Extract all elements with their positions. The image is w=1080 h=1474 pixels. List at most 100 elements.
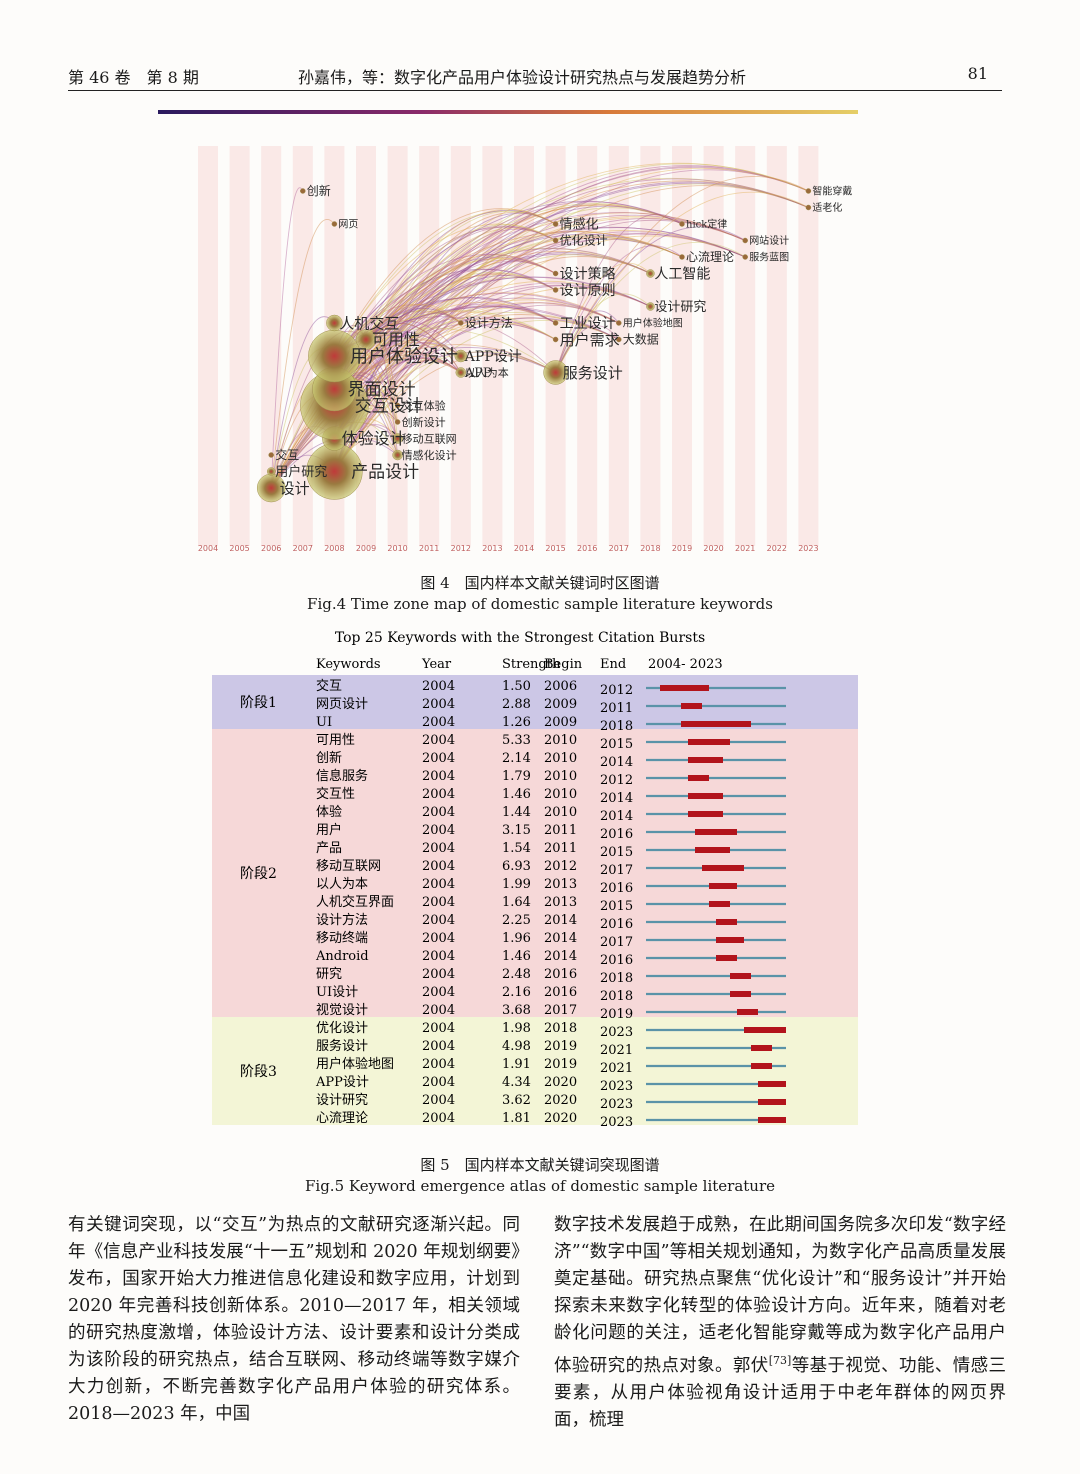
burst-cell: 2023 xyxy=(600,1079,633,1094)
burst-cell: 1.46 xyxy=(502,949,531,964)
co-occurrence-link xyxy=(270,219,335,489)
burst-cell: UI xyxy=(316,715,332,730)
year-stripe xyxy=(261,146,282,546)
keyword-node xyxy=(742,254,748,260)
burst-cell: 创新 xyxy=(316,750,342,766)
co-occurrence-link xyxy=(334,273,556,406)
burst-cell: 4.34 xyxy=(502,1075,531,1090)
year-tick-label: 2016 xyxy=(577,544,597,553)
co-occurrence-link xyxy=(334,303,556,406)
co-occurrence-link xyxy=(334,180,809,390)
running-title: 孙嘉伟，等：数字化产品用户体验设计研究热点与发展趋势分析 xyxy=(298,68,747,87)
co-occurrence-link xyxy=(334,268,556,357)
co-occurrence-link xyxy=(334,320,620,472)
co-occurrence-link xyxy=(334,285,651,439)
burst-cell: 1.64 xyxy=(502,895,531,910)
burst-cell: 3.62 xyxy=(502,1093,531,1108)
co-occurrence-link xyxy=(334,223,556,357)
keyword-node xyxy=(455,367,467,378)
keyword-label: 优化设计 xyxy=(560,234,608,248)
burst-cell: 2004 xyxy=(422,841,455,856)
year-stripe xyxy=(450,146,471,546)
keyword-node xyxy=(742,237,748,244)
co-occurrence-link xyxy=(334,231,683,357)
co-occurrence-link xyxy=(555,176,809,373)
year-tick-label: 2023 xyxy=(798,544,818,553)
burst-cell: UI设计 xyxy=(316,985,358,1000)
co-occurrence-link xyxy=(334,211,746,357)
co-occurrence-link xyxy=(334,314,620,406)
burst-cell: 2014 xyxy=(544,931,577,946)
keyword-label: 网站设计 xyxy=(749,234,789,247)
year-tick-label: 2019 xyxy=(672,544,692,553)
year-stripe xyxy=(703,146,724,546)
year-tick-label: 2015 xyxy=(545,544,565,553)
burst-cell: 2009 xyxy=(544,715,577,730)
year-stripe xyxy=(292,146,313,546)
co-occurrence-link xyxy=(365,178,809,340)
burst-cell: 1.81 xyxy=(502,1111,531,1126)
burst-cell: 2017 xyxy=(544,1003,577,1018)
burst-cell: 视觉设计 xyxy=(316,1003,368,1018)
burst-cell: 优化设计 xyxy=(316,1021,368,1036)
co-occurrence-link xyxy=(334,233,746,439)
burst-cell: 1.46 xyxy=(502,787,531,802)
burst-cell: 2019 xyxy=(544,1057,577,1072)
burst-cell: 信息服务 xyxy=(316,768,368,784)
co-occurrence-link xyxy=(555,245,683,373)
keyword-node xyxy=(268,452,274,458)
co-occurrence-link xyxy=(334,177,809,357)
burst-bar xyxy=(709,901,730,907)
co-occurrence-link xyxy=(555,213,683,373)
co-occurrence-link xyxy=(365,254,556,340)
co-occurrence-link xyxy=(334,185,809,472)
year-stripe xyxy=(640,146,661,546)
burst-cell: 2012 xyxy=(600,773,633,788)
keyword-label: 情感化设计 xyxy=(402,448,457,462)
co-occurrence-link xyxy=(334,311,620,390)
burst-cell: 2012 xyxy=(544,859,577,874)
keyword-node xyxy=(805,204,812,211)
year-tick-label: 2010 xyxy=(387,544,407,553)
year-stripe xyxy=(735,146,756,546)
co-occurrence-link xyxy=(334,204,683,406)
co-occurrence-link xyxy=(365,323,462,373)
keyword-label: 产品设计 xyxy=(351,462,419,482)
column-header: Keywords xyxy=(316,657,381,672)
burst-cell: 2004 xyxy=(422,715,455,730)
keyword-node xyxy=(266,467,276,476)
co-occurrence-link xyxy=(334,226,746,357)
co-occurrence-link xyxy=(270,316,335,489)
co-occurrence-link xyxy=(334,219,746,472)
year-tick-label: 2009 xyxy=(356,544,376,553)
keyword-label: 设计原则 xyxy=(560,283,616,299)
year-tick-label: 2020 xyxy=(703,544,723,553)
keyword-label: APP xyxy=(464,366,492,381)
year-tick-label: 2014 xyxy=(514,544,534,553)
keyword-label: 大数据 xyxy=(623,332,659,347)
co-occurrence-link xyxy=(334,218,746,439)
keyword-label: 设计研究 xyxy=(654,300,706,315)
keyword-label: 设计 xyxy=(280,479,310,497)
year-tick-label: 2018 xyxy=(640,544,660,553)
burst-cell: 2004 xyxy=(422,733,455,748)
column-header: Year xyxy=(421,657,452,672)
keyword-label: 情感化 xyxy=(560,217,599,233)
burst-cell: 2009 xyxy=(544,697,577,712)
burst-cell: 服务设计 xyxy=(316,1038,368,1054)
co-occurrence-link xyxy=(365,163,809,340)
body-paragraph-left: 有关键词突现，以“交互”为热点的文献研究逐渐兴起。同年《信息产业科技发展“十一五… xyxy=(68,1215,520,1424)
co-occurrence-link xyxy=(555,310,620,373)
burst-cell: 1.50 xyxy=(502,679,531,694)
burst-cell: 2014 xyxy=(544,913,577,928)
year-tick-label: 2004 xyxy=(198,544,218,553)
keyword-node xyxy=(454,349,468,363)
co-occurrence-link xyxy=(333,359,462,472)
co-occurrence-link xyxy=(334,250,651,390)
burst-cell: 2021 xyxy=(600,1043,633,1058)
burst-bar xyxy=(744,1027,786,1033)
co-occurrence-link xyxy=(365,269,556,340)
burst-cell: 2019 xyxy=(600,1007,633,1022)
co-occurrence-link xyxy=(365,227,746,340)
